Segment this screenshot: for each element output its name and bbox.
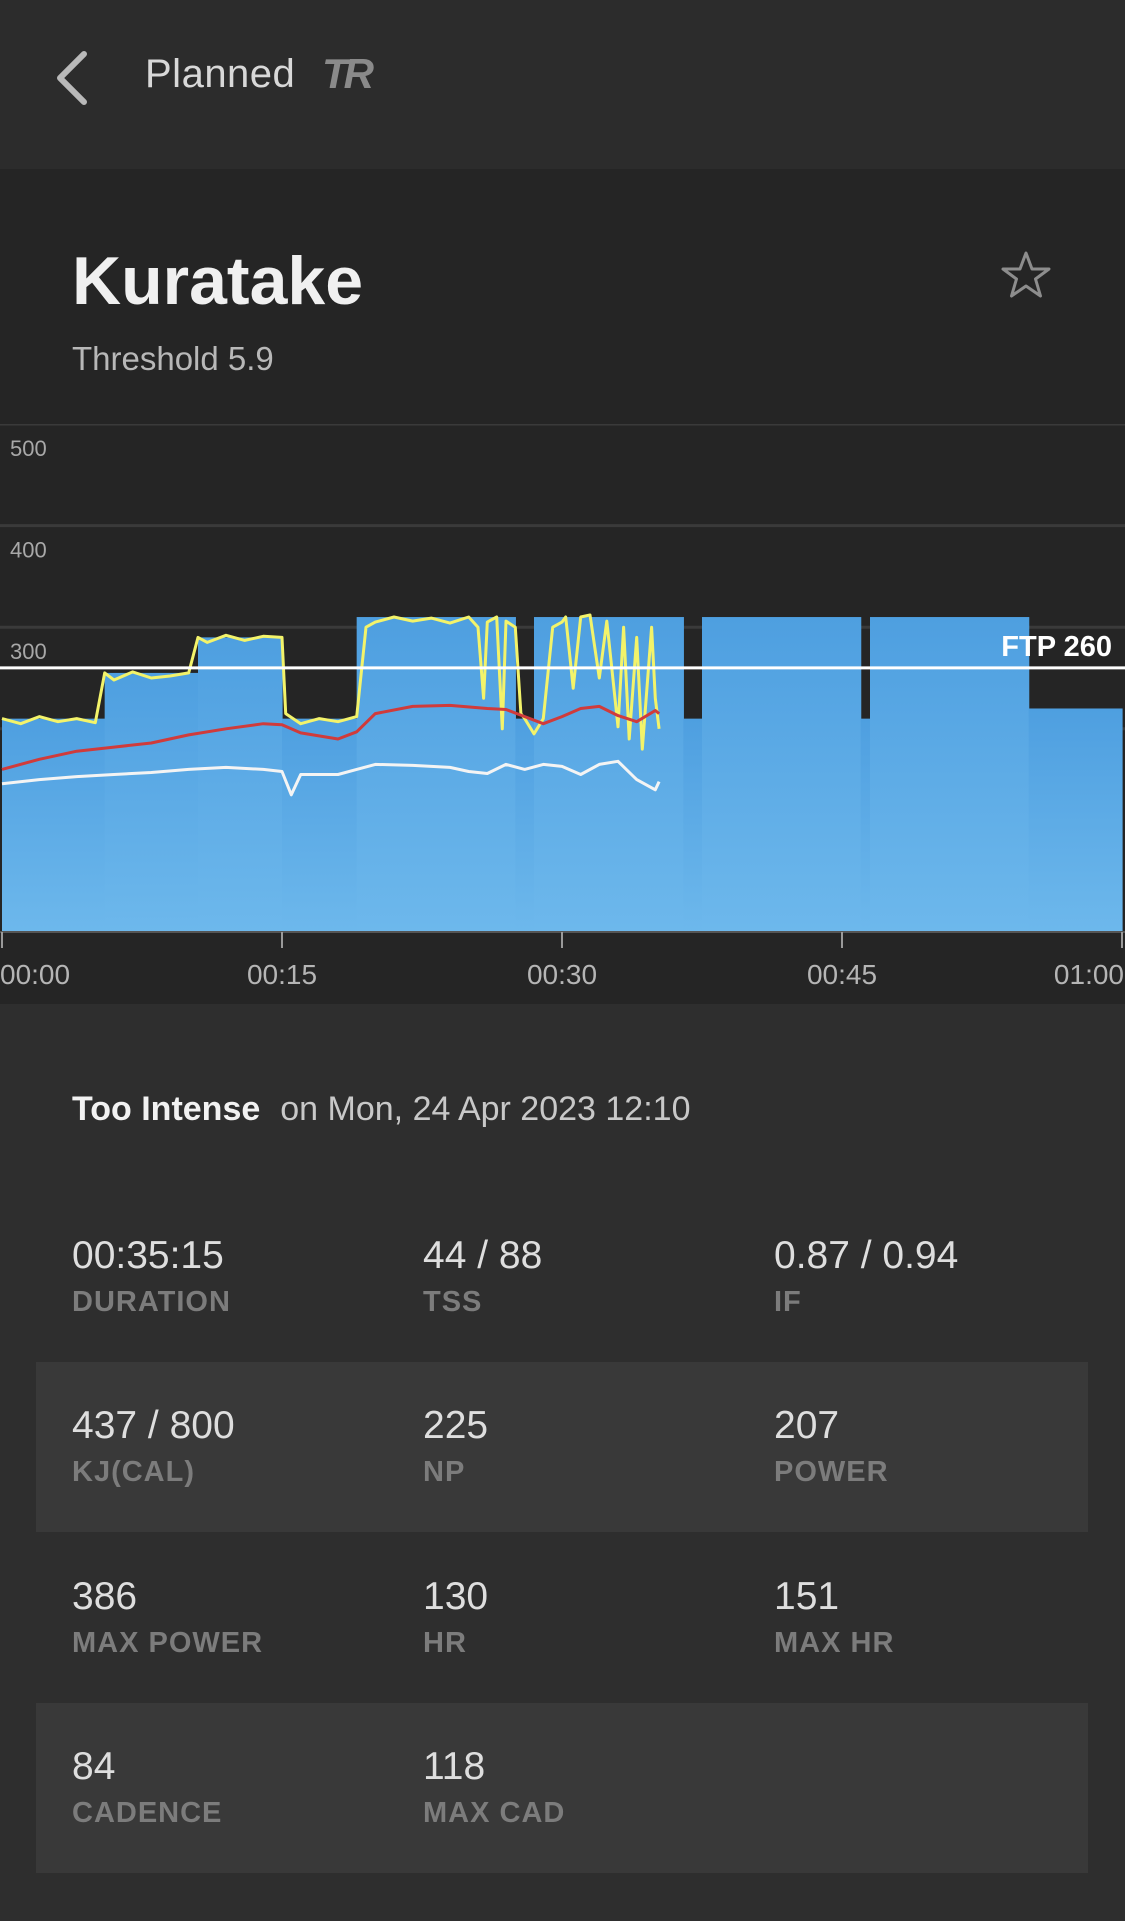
x-tick-label: 00:45	[807, 959, 877, 990]
stat-value: 118	[423, 1745, 486, 1788]
stat-label: CADENCE	[72, 1797, 223, 1829]
stat-value: 130	[423, 1575, 489, 1618]
stat-value: 386	[72, 1575, 138, 1618]
stat-label: MAX CAD	[423, 1797, 566, 1829]
top-bar: Planned TR	[0, 0, 1125, 169]
x-tick-label: 00:30	[527, 959, 597, 990]
stat-value: 151	[774, 1575, 840, 1618]
workout-header	[0, 169, 1125, 424]
x-tick-label: 00:15	[247, 959, 317, 990]
stats-row: 00:35:15 DURATION 44 / 88 TSS 0.87 / 0.94 I…	[36, 1192, 1088, 1362]
stat-label: DURATION	[72, 1286, 231, 1318]
planned-interval	[1028, 708, 1123, 932]
planned-interval	[104, 672, 199, 932]
stat-max-power: 386 MAX POWER	[72, 1533, 392, 1703]
stat-duration: 00:35:15 DURATION	[72, 1192, 392, 1362]
stat-label: IF	[774, 1286, 802, 1318]
result-date: on Mon, 24 Apr 2023 12:10	[280, 1090, 691, 1128]
ftp-label: FTP 260	[1001, 631, 1112, 663]
result-status: Too Intense	[72, 1090, 261, 1128]
stat-label: POWER	[774, 1456, 889, 1488]
stat-max-hr: 151 MAX HR	[774, 1533, 1094, 1703]
x-tick-label: 01:00	[1054, 959, 1124, 990]
workout-chart-svg: 500400300200 FTP 260 00:0000:1500:3000:4…	[0, 422, 1125, 990]
workout-title: Kuratake	[72, 243, 364, 319]
stat-cadence: 84 CADENCE	[72, 1703, 392, 1873]
stat-value: 0.87 / 0.94	[774, 1234, 959, 1277]
star-outline-icon[interactable]	[998, 248, 1054, 304]
y-tick-label: 500	[10, 436, 47, 461]
trainerroad-logo: TR	[322, 50, 374, 97]
stat-value: 84	[72, 1745, 116, 1788]
stat-np: 225 NP	[423, 1362, 743, 1532]
planned-interval	[702, 617, 862, 932]
stat-max-cad: 118 MAX CAD	[423, 1703, 743, 1873]
stats-row: 386 MAX POWER 130 HR 151 MAX HR	[36, 1533, 1088, 1703]
stat-label: MAX POWER	[72, 1627, 264, 1659]
nav-title: Planned	[145, 52, 296, 96]
series-line	[1, 703, 661, 771]
planned-interval	[534, 617, 684, 932]
y-tick-label: 400	[10, 538, 47, 563]
stat-value: 437 / 800	[72, 1404, 235, 1447]
planned-interval	[860, 718, 871, 932]
stat-hr: 130 HR	[423, 1533, 743, 1703]
stat-if: 0.87 / 0.94 IF	[774, 1192, 1094, 1362]
stat-label: NP	[423, 1456, 466, 1488]
stat-label: HR	[423, 1627, 467, 1659]
workout-chart: 500400300200 FTP 260 00:0000:1500:3000:4…	[0, 422, 1125, 1004]
stats-row: 437 / 800 KJ(CAL) 225 NP 207 POWER	[36, 1362, 1088, 1532]
stat-value: 225	[423, 1404, 489, 1447]
planned-interval	[515, 718, 535, 932]
planned-interval	[356, 617, 516, 932]
planned-interval	[198, 637, 283, 932]
planned-interval	[683, 718, 703, 932]
stat-power: 207 POWER	[774, 1362, 1094, 1532]
y-tick-label: 300	[10, 639, 47, 664]
stat-value: 207	[774, 1404, 840, 1447]
stat-value: 00:35:15	[72, 1234, 224, 1277]
workout-subtitle: Threshold 5.9	[72, 340, 274, 377]
stat-kj: 437 / 800 KJ(CAL)	[72, 1362, 392, 1532]
planned-interval	[282, 718, 358, 932]
stat-label: MAX HR	[774, 1627, 895, 1659]
stat-label: KJ(CAL)	[72, 1456, 195, 1488]
chevron-left-icon[interactable]	[48, 46, 100, 110]
stat-label: TSS	[423, 1286, 483, 1318]
stat-tss: 44 / 88 TSS	[423, 1192, 743, 1362]
x-tick-label: 00:00	[0, 959, 70, 990]
workout-result: Too Intense on Mon, 24 Apr 2023 12:10	[72, 1090, 690, 1129]
stats-row: 84 CADENCE 118 MAX CAD	[36, 1703, 1088, 1873]
stat-value: 44 / 88	[423, 1234, 543, 1277]
series-line	[1, 613, 661, 751]
planned-interval	[2, 718, 106, 932]
series-line	[1, 759, 661, 797]
planned-interval	[870, 617, 1030, 932]
